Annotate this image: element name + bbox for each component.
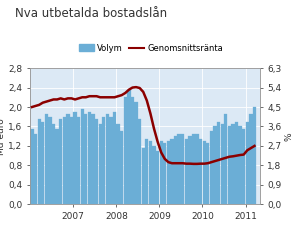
- Bar: [159, 141, 163, 204]
- Bar: [91, 114, 95, 204]
- Text: Nva utbetalda bostadslån: Nva utbetalda bostadslån: [15, 7, 167, 20]
- Bar: [41, 122, 44, 204]
- Bar: [113, 112, 116, 204]
- Bar: [120, 131, 123, 204]
- Bar: [195, 134, 199, 204]
- Bar: [30, 129, 34, 204]
- Bar: [242, 129, 245, 204]
- Bar: [73, 112, 77, 204]
- Bar: [217, 122, 220, 204]
- Bar: [106, 114, 109, 204]
- Bar: [163, 143, 166, 204]
- Y-axis label: %: %: [284, 132, 293, 141]
- Bar: [249, 114, 252, 204]
- Bar: [66, 114, 69, 204]
- Bar: [34, 134, 37, 204]
- Bar: [185, 139, 188, 204]
- Bar: [59, 119, 62, 204]
- Bar: [152, 146, 156, 204]
- Bar: [88, 112, 91, 204]
- Bar: [127, 90, 130, 204]
- Bar: [81, 109, 84, 204]
- Bar: [178, 134, 181, 204]
- Bar: [37, 119, 41, 204]
- Bar: [48, 117, 52, 204]
- Bar: [52, 124, 55, 204]
- Bar: [45, 114, 48, 204]
- Bar: [124, 97, 127, 204]
- Bar: [224, 114, 227, 204]
- Bar: [206, 143, 210, 204]
- Bar: [170, 139, 174, 204]
- Bar: [117, 124, 120, 204]
- Bar: [235, 122, 238, 204]
- Bar: [138, 119, 141, 204]
- Bar: [203, 141, 206, 204]
- Bar: [220, 124, 224, 204]
- Bar: [174, 136, 177, 204]
- Bar: [239, 126, 242, 204]
- Bar: [77, 117, 80, 204]
- Bar: [181, 134, 184, 204]
- Bar: [102, 117, 105, 204]
- Bar: [246, 122, 249, 204]
- Bar: [253, 107, 256, 204]
- Bar: [188, 136, 191, 204]
- Bar: [63, 117, 66, 204]
- Y-axis label: Md euro: Md euro: [0, 118, 5, 155]
- Bar: [145, 139, 149, 204]
- Bar: [98, 124, 102, 204]
- Bar: [84, 114, 88, 204]
- Bar: [95, 119, 98, 204]
- Bar: [167, 141, 170, 204]
- Bar: [199, 139, 202, 204]
- Bar: [70, 117, 73, 204]
- Bar: [131, 97, 134, 204]
- Bar: [109, 117, 113, 204]
- Bar: [134, 102, 138, 204]
- Bar: [192, 134, 195, 204]
- Bar: [231, 124, 235, 204]
- Bar: [149, 141, 152, 204]
- Legend: Volym, Genomsnittsränta: Volym, Genomsnittsränta: [75, 40, 227, 56]
- Bar: [142, 148, 145, 204]
- Bar: [156, 151, 159, 204]
- Bar: [213, 126, 217, 204]
- Bar: [56, 129, 59, 204]
- Bar: [228, 126, 231, 204]
- Bar: [210, 131, 213, 204]
